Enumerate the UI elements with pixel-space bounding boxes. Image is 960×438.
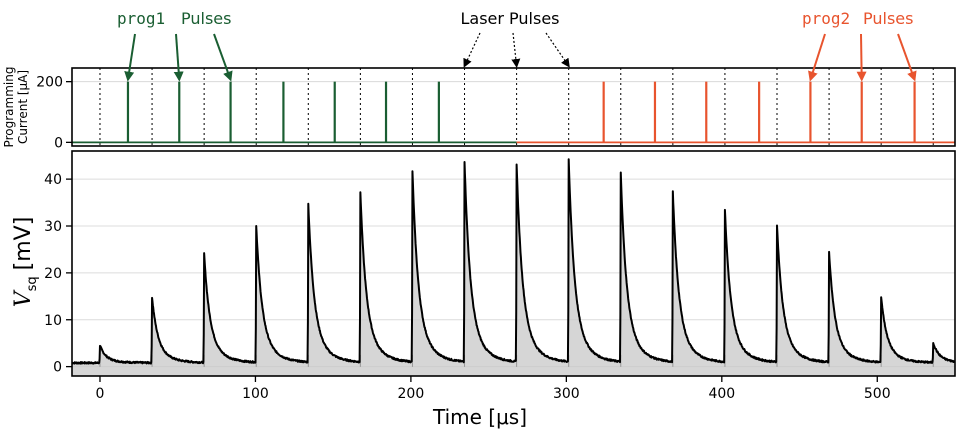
bottom-ytick-label: 40 <box>44 172 62 188</box>
annotations: prog1 Pulses Laser Pulses prog2 Pulses <box>117 9 917 82</box>
top-ylabel-line1: Programming <box>2 67 16 148</box>
svg-text:Vsq[mV]: Vsq [mV] <box>11 217 40 308</box>
laser-arrow <box>511 32 521 68</box>
bottom-xlabel: Time [μs] <box>432 405 527 429</box>
bottom-panel: 0 10 20 30 40 0 100 200 300 400 500 Time [μs] Vsq… <box>11 150 956 429</box>
prog2-arrow <box>897 33 917 82</box>
bottom-ylabel: Vsq [mV] <box>11 217 40 308</box>
bottom-xtick-label: 0 <box>96 386 105 402</box>
top-ylabel-line2: Current [μA] <box>16 70 30 144</box>
prog1-arrow <box>173 33 184 82</box>
bottom-xtick-label: 200 <box>398 386 425 402</box>
annotation-arrows <box>124 32 917 82</box>
prog1-arrow <box>124 33 136 82</box>
prog1-word-label: Pulses <box>181 9 231 28</box>
top-plot-area <box>72 68 955 146</box>
prog2-code-label: prog2 <box>802 9 850 28</box>
top-series <box>72 81 955 144</box>
bottom-ytick-label: 0 <box>53 360 62 376</box>
bottom-ylabel-sub: sq <box>25 276 40 291</box>
bottom-axes-frame <box>71 150 956 377</box>
bottom-ylabel-main: V <box>11 289 36 307</box>
bottom-xtick-label: 100 <box>242 386 269 402</box>
laser-arrow <box>463 32 481 68</box>
bottom-xticks: 0 100 200 300 400 500 <box>96 376 891 402</box>
top-ytick-label: 0 <box>54 135 63 151</box>
bottom-ytick-label: 30 <box>44 219 62 235</box>
bottom-xtick-label: 300 <box>553 386 580 402</box>
bottom-ytick-label: 20 <box>44 266 62 282</box>
laser-label: Laser Pulses <box>460 9 559 28</box>
prog2-word-label: Pulses <box>863 9 913 28</box>
prog2-arrow <box>808 33 826 82</box>
bottom-yticks: 0 10 20 30 40 <box>44 172 72 376</box>
laser-arrow <box>545 32 570 68</box>
bottom-xtick-label: 400 <box>708 386 735 402</box>
prog1-code-label: prog1 <box>117 9 165 28</box>
bottom-ytick-label: 10 <box>44 313 62 329</box>
top-ytick-label: 200 <box>36 75 63 91</box>
signal-line <box>71 158 956 365</box>
prog1-arrow <box>213 33 233 82</box>
bottom-xtick-label: 500 <box>864 386 891 402</box>
top-laser-lines <box>99 68 934 146</box>
prog2-arrow <box>856 33 867 82</box>
bottom-ylabel-unit: [mV] <box>11 217 36 271</box>
top-axes-frame <box>71 67 956 147</box>
